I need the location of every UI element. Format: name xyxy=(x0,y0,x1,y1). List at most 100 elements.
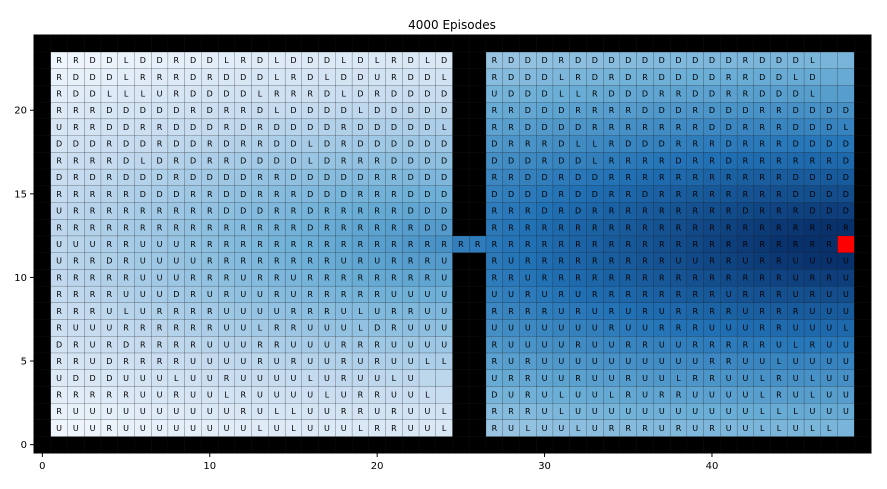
policy-letter: R xyxy=(240,407,246,416)
policy-letter: R xyxy=(810,240,816,249)
policy-letter: R xyxy=(743,90,749,99)
policy-letter: D xyxy=(491,190,497,199)
policy-letter: D xyxy=(240,190,246,199)
policy-letter: R xyxy=(642,156,648,165)
policy-letter: R xyxy=(609,190,615,199)
wall-cell xyxy=(854,151,872,170)
policy-letter: U xyxy=(826,374,832,383)
policy-letter: D xyxy=(190,73,196,82)
policy-letter: R xyxy=(257,173,263,182)
policy-letter: R xyxy=(759,207,765,216)
goal-cell xyxy=(837,235,855,253)
policy-letter: R xyxy=(709,257,715,266)
policy-letter: R xyxy=(692,190,698,199)
policy-letter: D xyxy=(826,140,832,149)
policy-letter: R xyxy=(492,424,498,433)
policy-letter: D xyxy=(90,73,96,82)
policy-letter: U xyxy=(843,290,849,299)
policy-letter: U xyxy=(56,257,62,266)
policy-letter: D xyxy=(592,73,598,82)
heatmap-cell xyxy=(837,85,855,103)
policy-letter: R xyxy=(123,223,129,232)
x-axis-ticks: 0 10 20 30 40 xyxy=(39,453,718,472)
policy-letter: R xyxy=(642,240,648,249)
policy-letter: D xyxy=(274,123,280,132)
policy-letter: R xyxy=(374,290,380,299)
policy-letter: R xyxy=(776,106,782,115)
policy-letter: R xyxy=(525,374,531,383)
policy-letter: D xyxy=(223,173,229,182)
policy-letter: U xyxy=(240,340,246,349)
wall-cell xyxy=(33,202,52,220)
policy-letter: R xyxy=(743,223,749,232)
policy-letter: U xyxy=(408,290,414,299)
policy-letter: U xyxy=(157,424,163,433)
policy-letter: D xyxy=(625,73,631,82)
policy-letters: R R D D L D D R D D L R D L D D D L D L R D L DR D D D L R R R D R D D D L R D… xyxy=(56,56,849,433)
policy-letter: R xyxy=(140,340,146,349)
wall-cell xyxy=(854,285,872,303)
policy-letter: U xyxy=(826,407,832,416)
policy-letter: D xyxy=(374,123,380,132)
policy-letter: D xyxy=(408,173,414,182)
policy-letter: D xyxy=(809,173,815,182)
policy-letter: D xyxy=(625,140,631,149)
policy-letter: R xyxy=(140,123,146,132)
policy-letter: R xyxy=(107,190,113,199)
policy-letter: D xyxy=(726,123,732,132)
wall-cell xyxy=(820,34,838,53)
policy-letter: R xyxy=(709,173,715,182)
policy-letter: R xyxy=(625,156,631,165)
policy-letter: D xyxy=(207,56,213,65)
wall-cell xyxy=(452,335,470,354)
policy-letter: R xyxy=(508,307,514,316)
wall-cell xyxy=(854,202,872,220)
policy-letter: R xyxy=(676,123,682,132)
policy-letter: U xyxy=(726,290,732,299)
policy-letter: U xyxy=(140,273,146,282)
policy-letter: U xyxy=(592,340,598,349)
policy-letter: R xyxy=(73,156,79,165)
policy-letter: U xyxy=(123,374,129,383)
policy-letter: R xyxy=(257,223,263,232)
wall-cell xyxy=(469,268,487,287)
policy-letter: R xyxy=(475,240,481,249)
policy-letter: U xyxy=(809,257,815,266)
policy-letter: L xyxy=(576,90,581,99)
wall-cell xyxy=(33,419,52,437)
policy-letter: R xyxy=(341,123,347,132)
wall-cell xyxy=(586,34,604,53)
wall-cell xyxy=(636,34,654,53)
policy-letter: R xyxy=(776,207,782,216)
policy-letter: D xyxy=(709,56,715,65)
policy-letter: R xyxy=(174,340,180,349)
policy-letter: R xyxy=(692,324,698,333)
policy-letter: R xyxy=(609,207,615,216)
policy-letter: R xyxy=(776,123,782,132)
policy-letter: D xyxy=(793,190,799,199)
policy-letter: R xyxy=(174,90,180,99)
policy-letter: U xyxy=(659,357,665,366)
policy-letter: D xyxy=(541,106,547,115)
policy-letter: U xyxy=(441,307,447,316)
wall-cell xyxy=(736,436,755,454)
policy-letter: R xyxy=(592,223,598,232)
policy-letter: R xyxy=(692,123,698,132)
policy-letter: D xyxy=(491,140,497,149)
policy-letter: D xyxy=(441,207,447,216)
policy-letter: R xyxy=(709,207,715,216)
wall-cell xyxy=(184,34,202,53)
policy-letter: R xyxy=(358,407,364,416)
wall-cell xyxy=(184,436,202,454)
policy-letter: R xyxy=(224,106,230,115)
wall-cell xyxy=(33,319,52,337)
wall-cell xyxy=(50,34,68,53)
policy-letter: D xyxy=(592,56,598,65)
policy-letter: D xyxy=(391,106,397,115)
wall-cell xyxy=(452,302,470,320)
policy-letter: R xyxy=(257,190,263,199)
wall-cell xyxy=(167,34,186,53)
wall-cell xyxy=(117,436,135,454)
wall-cell xyxy=(770,34,788,53)
wall-cell xyxy=(502,34,520,53)
